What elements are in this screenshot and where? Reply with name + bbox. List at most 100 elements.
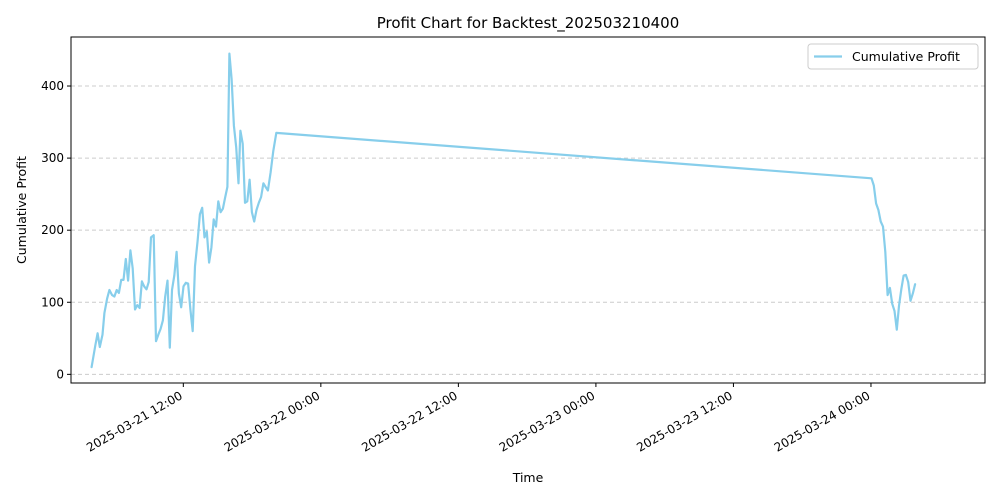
data-point bbox=[122, 279, 125, 281]
plot-frame bbox=[70, 36, 986, 384]
data-point bbox=[132, 267, 134, 269]
y-tick-label: 300 bbox=[41, 151, 64, 165]
y-tick-label: 0 bbox=[56, 367, 64, 381]
x-axis-title: Time bbox=[512, 470, 544, 485]
data-point bbox=[907, 281, 909, 283]
data-point bbox=[242, 143, 244, 145]
y-axis-title: Cumulative Profit bbox=[14, 156, 29, 264]
data-point bbox=[134, 308, 136, 311]
data-point bbox=[171, 289, 173, 291]
data-point bbox=[893, 310, 896, 312]
chart-title: Profit Chart for Backtest_202503210400 bbox=[377, 14, 680, 33]
data-point bbox=[255, 209, 258, 211]
data-point bbox=[260, 196, 262, 198]
data-point bbox=[118, 292, 120, 294]
data-point bbox=[173, 275, 175, 277]
data-point bbox=[217, 200, 219, 202]
data-point bbox=[244, 202, 246, 204]
data-point bbox=[231, 78, 233, 80]
data-point bbox=[194, 265, 196, 267]
data-point bbox=[262, 182, 264, 184]
data-point bbox=[199, 213, 201, 215]
data-point bbox=[116, 289, 118, 291]
data-point bbox=[97, 332, 99, 334]
data-point bbox=[896, 329, 898, 331]
data-point bbox=[162, 319, 164, 321]
data-point bbox=[222, 208, 224, 210]
data-point bbox=[169, 347, 171, 349]
data-point bbox=[239, 130, 241, 132]
data-point bbox=[226, 186, 228, 188]
data-point bbox=[233, 125, 235, 127]
data-point bbox=[882, 226, 884, 228]
data-point bbox=[877, 209, 880, 211]
data-point bbox=[192, 330, 194, 332]
data-point bbox=[148, 281, 150, 283]
data-point bbox=[870, 177, 873, 179]
data-point bbox=[106, 298, 108, 300]
y-tick-label: 400 bbox=[41, 79, 64, 93]
data-point bbox=[129, 249, 131, 251]
data-point bbox=[176, 251, 178, 253]
data-point bbox=[197, 240, 199, 242]
data-point bbox=[91, 366, 93, 368]
data-point bbox=[160, 328, 162, 330]
data-point bbox=[208, 262, 210, 264]
data-point bbox=[201, 207, 203, 209]
data-point bbox=[157, 334, 159, 336]
data-point bbox=[206, 231, 208, 233]
data-point bbox=[270, 171, 272, 174]
data-point bbox=[113, 295, 115, 298]
y-tick-label: 100 bbox=[41, 295, 64, 309]
data-point bbox=[101, 334, 104, 336]
data-point bbox=[150, 236, 152, 238]
data-point bbox=[272, 150, 274, 152]
data-point bbox=[189, 308, 191, 311]
data-point bbox=[903, 275, 905, 277]
data-point bbox=[203, 236, 206, 238]
data-point bbox=[889, 287, 891, 289]
data-point bbox=[887, 294, 889, 296]
data-point bbox=[136, 304, 138, 306]
data-point bbox=[224, 197, 226, 199]
data-point bbox=[187, 282, 189, 285]
data-point bbox=[875, 202, 877, 205]
data-point bbox=[139, 307, 141, 309]
data-point bbox=[900, 288, 902, 290]
data-point bbox=[220, 211, 222, 213]
data-point bbox=[909, 300, 912, 302]
data-point bbox=[258, 202, 260, 204]
data-point bbox=[155, 340, 157, 342]
legend: Cumulative Profit bbox=[807, 43, 979, 70]
data-point bbox=[898, 305, 900, 307]
data-point bbox=[125, 258, 127, 260]
data-point bbox=[914, 283, 916, 285]
data-point bbox=[213, 218, 215, 220]
data-point bbox=[166, 280, 169, 282]
data-point bbox=[145, 288, 148, 290]
data-point bbox=[99, 346, 101, 348]
data-point bbox=[94, 344, 96, 347]
data-point bbox=[178, 293, 180, 295]
data-point bbox=[180, 306, 182, 308]
legend-box bbox=[807, 43, 979, 70]
data-point bbox=[237, 182, 240, 184]
legend-label: Cumulative Profit bbox=[852, 49, 960, 64]
data-point bbox=[141, 280, 143, 282]
data-point bbox=[249, 179, 251, 181]
data-point bbox=[235, 146, 237, 148]
y-gridlines bbox=[71, 85, 985, 375]
y-tick-label: 200 bbox=[41, 223, 64, 237]
y-axis-ticks: 0 100 200 300 400 bbox=[41, 79, 71, 381]
data-point bbox=[127, 280, 129, 282]
data-point bbox=[111, 294, 113, 296]
data-point bbox=[103, 312, 105, 314]
series-line-0 bbox=[90, 52, 917, 369]
data-point bbox=[108, 289, 110, 291]
data-point bbox=[185, 282, 187, 284]
series-layer bbox=[90, 52, 917, 369]
data-point bbox=[884, 251, 886, 253]
data-point bbox=[182, 285, 185, 287]
